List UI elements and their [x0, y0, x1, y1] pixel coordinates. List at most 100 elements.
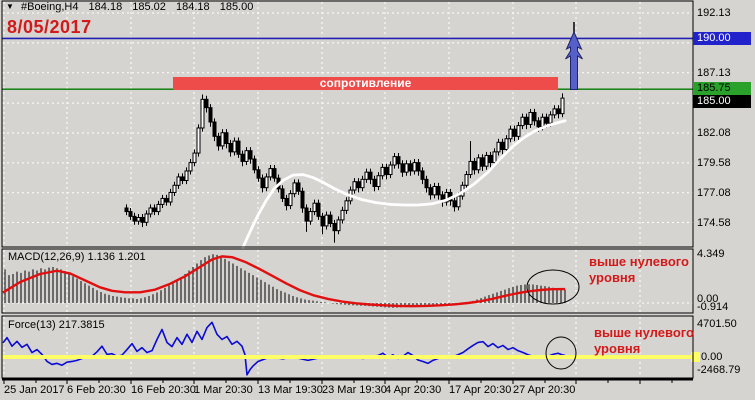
quote-high: 185.02: [132, 1, 166, 13]
candle-body: [272, 168, 277, 179]
candle-body: [200, 98, 205, 129]
resistance-label: сопротивление: [319, 76, 412, 90]
candle-body: [548, 114, 553, 124]
time-axis-label: 4 Apr 20:30: [385, 384, 442, 396]
candle-body: [472, 160, 477, 171]
candle-body: [320, 215, 325, 227]
candle-body: [412, 162, 417, 172]
candle-body: [176, 176, 181, 186]
candle-body: [524, 116, 529, 125]
force-note: выше нулевого уровня: [594, 325, 694, 356]
candle-body: [240, 153, 245, 162]
candle-body: [556, 108, 561, 115]
candle-body: [480, 157, 485, 167]
candle-body: [288, 193, 293, 207]
candle-body: [544, 116, 549, 124]
candle-body: [148, 207, 153, 215]
symbol-dropdown-icon[interactable]: ▼: [6, 2, 14, 11]
candle-body: [400, 163, 405, 173]
price-tick-label: 192.13: [697, 7, 731, 19]
candle-body: [532, 111, 537, 122]
candle-body: [172, 184, 177, 193]
candle-body: [196, 127, 201, 154]
candle-body: [212, 121, 217, 137]
candle-body: [444, 191, 449, 203]
candle-body: [132, 215, 137, 222]
candle-body: [492, 151, 497, 164]
force-indicator-label: Force(13) 217.3815: [8, 319, 105, 331]
candle-body: [452, 200, 457, 208]
candle-body: [268, 168, 273, 178]
quote-line: ▼ #Boeing,H4 184.18 185.02 184.18 185.00: [6, 1, 260, 13]
candle-body: [436, 185, 441, 196]
candle-body: [424, 178, 429, 189]
macd-scale-label: -0.914: [697, 301, 729, 313]
candle-body: [260, 177, 265, 189]
candle-body: [500, 141, 505, 150]
candle-body: [224, 132, 229, 145]
candle-body: [456, 195, 461, 208]
candle-body: [304, 207, 309, 222]
candle-body: [520, 116, 525, 127]
macd-indicator-label: MACD(12,26,9) 1.136 1.201: [8, 251, 146, 263]
candle-body: [396, 156, 401, 165]
candle-body: [312, 202, 317, 213]
time-axis-label: 23 Mar 19:30: [322, 384, 387, 396]
candle-body: [284, 197, 289, 207]
candle-body: [408, 163, 413, 172]
macd-scale-label: 4.349: [697, 248, 725, 260]
candle-body: [128, 211, 133, 217]
candle-body: [392, 156, 397, 166]
time-axis-label: 25 Jan 2017: [4, 384, 65, 396]
candle-body: [160, 197, 165, 205]
candle-body: [204, 98, 209, 109]
candle-body: [368, 171, 373, 180]
time-axis-label: 13 Mar 19:30: [258, 384, 323, 396]
macd-ellipse-annotation: [526, 269, 580, 305]
price-badge-target: 190.00: [693, 32, 751, 45]
time-axis-label: 6 Feb 20:30: [67, 384, 126, 396]
quote-open: 184.18: [88, 1, 123, 13]
candle-body: [256, 169, 261, 179]
candle-body: [232, 140, 237, 153]
candle-body: [144, 213, 149, 223]
force-scale-label: -2468.79: [697, 364, 741, 376]
candle-body: [344, 200, 349, 211]
candle-body: [168, 191, 173, 203]
date-annotation: 8/05/2017: [7, 17, 92, 37]
candle-body: [432, 185, 437, 196]
candle-body: [512, 128, 517, 137]
candle-body: [296, 182, 301, 192]
time-axis-label: 27 Apr 20:30: [513, 384, 576, 396]
candle-body: [192, 152, 197, 164]
price-tick-label: 174.58: [697, 216, 731, 229]
candle-body: [136, 217, 141, 222]
candle-body: [140, 217, 145, 223]
candle-body: [292, 182, 297, 195]
candle-body: [340, 209, 345, 221]
candle-body: [560, 97, 565, 115]
candle-body: [208, 107, 213, 123]
candle-body: [496, 141, 501, 153]
candle-body: [228, 143, 233, 153]
price-badge-resistance: 185.75: [693, 82, 751, 95]
force-ellipse-annotation: [545, 336, 577, 370]
up-arrow: [565, 30, 583, 90]
candle-body: [300, 190, 305, 209]
candle-body: [388, 164, 393, 176]
time-axis-label: 17 Apr 20:30: [449, 384, 512, 396]
ma-line: [241, 119, 567, 249]
quote-low: 184.18: [175, 1, 210, 13]
candle-body: [124, 207, 129, 213]
main-panel-border: [1, 0, 694, 248]
candle-body: [428, 187, 433, 196]
macd-panel-border: [1, 248, 694, 314]
candle-body: [372, 178, 377, 187]
quote-close: 185.00: [219, 1, 254, 13]
price-tick-label: 182.08: [697, 126, 731, 139]
candle-body: [476, 157, 481, 171]
candle-body: [156, 203, 161, 213]
candle-body: [316, 202, 321, 217]
